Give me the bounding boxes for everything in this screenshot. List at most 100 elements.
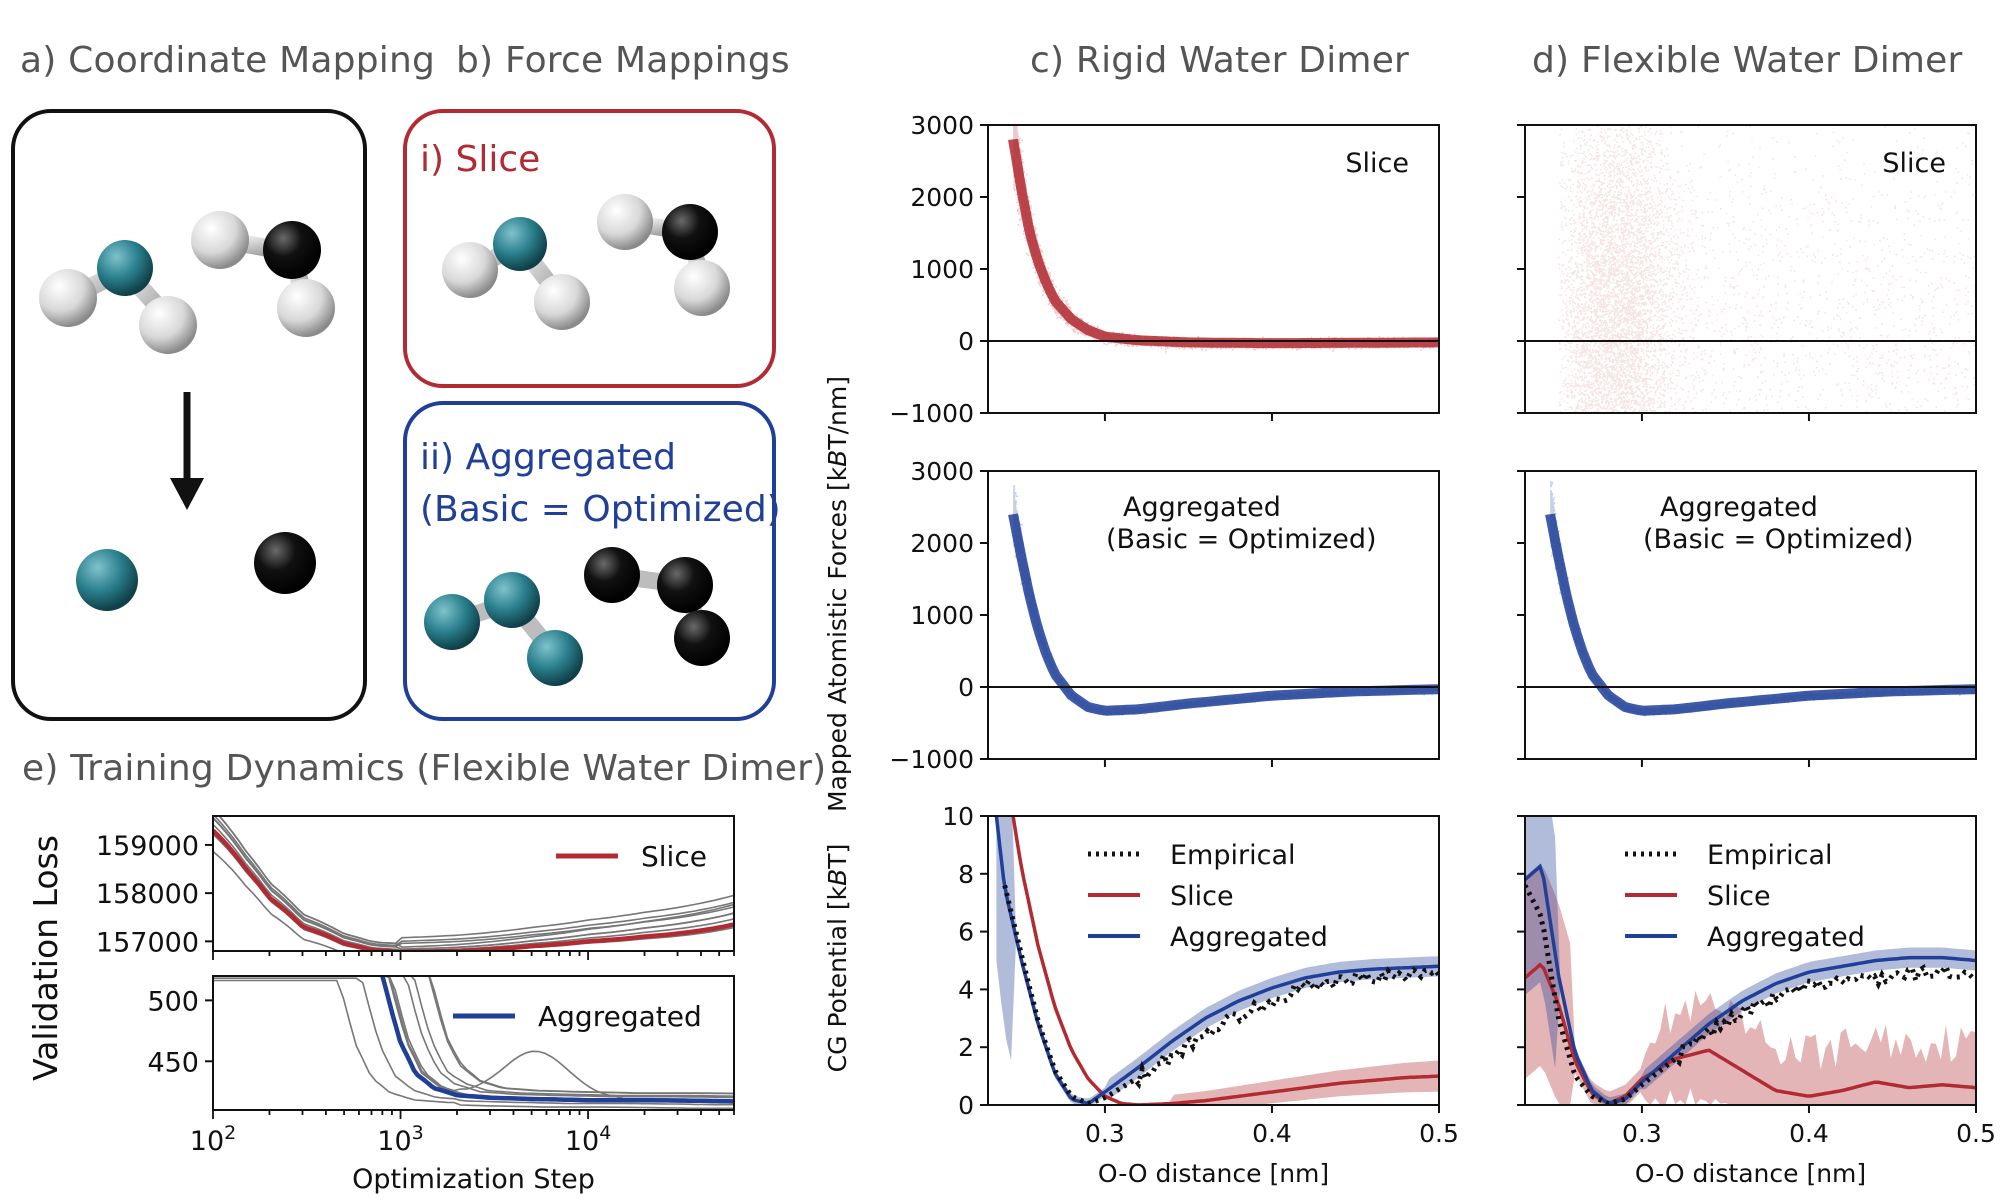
scatter-cloud-d-top [1558, 125, 1976, 413]
empirical-line-d-bot [1525, 884, 1976, 1105]
slice-line-c-bot [1011, 816, 1439, 1105]
training-run-grey-e-bottom [213, 977, 734, 1106]
xtick-label-e-bottom: 104 [565, 1122, 611, 1157]
aggregated-mapping-label-1: ii) Aggregated [420, 437, 677, 478]
axes-frame-c-bot [987, 815, 1440, 1106]
slice-uncertainty-band-d-bot [1525, 863, 1976, 1105]
training-run-grey-e-bottom [213, 976, 734, 1101]
panel-title-b: b) Force Mappings [456, 40, 790, 81]
annotation-d-top: Slice [1882, 148, 1946, 179]
xtick-label-d-bot: 0.4 [1789, 1119, 1829, 1148]
ytick-label-c-top: 1000 [910, 255, 974, 284]
slice-water-teal [442, 217, 590, 330]
panel-title-e: e) Training Dynamics (Flexible Water Dim… [22, 748, 827, 789]
aggregated-line-d-bot [1525, 863, 1976, 1105]
mapping-arrow [170, 392, 204, 510]
annotation-line2-d-mid: (Basic = Optimized) [1643, 524, 1914, 555]
ytick-label-c-top: −1000 [889, 399, 974, 428]
xtick-label-c-bot: 0.5 [1419, 1119, 1459, 1148]
training-run-grey-e-top [218, 816, 734, 948]
scatter-points-c-mid [1008, 485, 1439, 716]
training-curves-e-top [213, 816, 734, 951]
xlabel-c-bot: O-O distance [nm] [1098, 1159, 1329, 1188]
aggregated-line-c-bot [994, 816, 1439, 1105]
panel-title-c: c) Rigid Water Dimer [1030, 40, 1410, 81]
aggregated-mapping-box [403, 401, 776, 721]
axes-frame-e-bottom [212, 975, 735, 1111]
ytick-label-e-top: 158000 [96, 879, 199, 910]
training-run-grey-e-bottom [388, 976, 734, 1101]
ytick-label-e-top: 159000 [96, 831, 199, 862]
ytick-label-c-top: 0 [958, 327, 974, 356]
water-molecule-black-atomistic [191, 211, 335, 337]
xlabel-d-bot: O-O distance [nm] [1635, 1159, 1866, 1188]
cg-bead-teal [76, 549, 138, 611]
training-run-grey-e-bottom [213, 976, 734, 1102]
cg-bead-black [254, 532, 316, 594]
legend-label-aggregated-d-bot: Aggregated [1707, 922, 1865, 953]
potential-curves-d-bot [1525, 816, 1976, 1105]
ytick-label-c-bot: 10 [942, 802, 974, 831]
water-molecule-teal-atomistic [39, 240, 197, 354]
training-run-grey-e-bottom [402, 976, 734, 1099]
axes-frame-d-mid [1524, 470, 1977, 760]
ytick-label-e-bottom: 450 [147, 1047, 199, 1078]
aggregated-mapping-label-2: (Basic = Optimized) [420, 489, 781, 530]
training-curves-e-bottom [213, 976, 734, 1110]
xtick-label-d-bot: 0.5 [1956, 1119, 1996, 1148]
scatter-points-d-top [1558, 125, 1976, 413]
training-run-grey-e-bottom [428, 976, 734, 1095]
potential-curves-c-bot [994, 816, 1439, 1105]
ytick-label-c-mid: −1000 [889, 745, 974, 774]
ytick-label-e-bottom: 500 [147, 986, 199, 1017]
aggregated-water-teal [424, 572, 583, 686]
ylabel-mapped-forces: Mapped Atomistic Forces [kBT/nm] [823, 376, 852, 812]
ytick-label-c-mid: 0 [958, 673, 974, 702]
panel-title-a: a) Coordinate Mapping [20, 40, 436, 81]
ytick-label-e-top: 157000 [96, 927, 199, 958]
ytick-label-c-top: 2000 [910, 183, 974, 212]
legend-label-empirical-d-bot: Empirical [1707, 840, 1833, 871]
slice-mapping-box [403, 109, 776, 388]
training-run-grey-e-top [213, 816, 734, 947]
annotation-line2-c-mid: (Basic = Optimized) [1106, 524, 1377, 555]
aggregated-water-black [584, 547, 730, 666]
ytick-label-c-top: 3000 [910, 111, 974, 140]
legend-label-aggregated-c-bot: Aggregated [1170, 922, 1328, 953]
training-run-grey-e-bottom [410, 976, 734, 1097]
panel-title-d: d) Flexible Water Dimer [1532, 40, 1963, 81]
annotation-line1-c-mid: Aggregated [1123, 492, 1281, 523]
ytick-label-c-mid: 1000 [910, 601, 974, 630]
legend-label-slice-d-bot: Slice [1707, 881, 1771, 912]
xtick-label-e-bottom: 102 [190, 1122, 236, 1157]
xtick-label-e-bottom: 103 [377, 1122, 423, 1157]
ytick-label-c-bot: 0 [958, 1091, 974, 1120]
training-main-line-e-bottom [380, 976, 734, 1104]
training-run-grey-e-top [213, 817, 734, 951]
axes-frame-d-top [1524, 124, 1977, 414]
ylabel-validation-loss: Validation Loss [26, 835, 65, 1081]
axes-frame-c-mid [987, 470, 1440, 760]
ytick-label-c-bot: 2 [958, 1033, 974, 1062]
legend-label-e-bottom: Aggregated [538, 1000, 702, 1033]
slice-mapping-label: i) Slice [420, 139, 541, 180]
annotation-c-top: Slice [1345, 148, 1409, 179]
scatter-points-d-mid [1545, 481, 1976, 717]
coordinate-mapping-box [11, 109, 367, 721]
xtick-label-c-bot: 0.3 [1085, 1119, 1125, 1148]
scatter-core-d-mid [1545, 513, 1976, 716]
xtick-label-d-bot: 0.3 [1622, 1119, 1662, 1148]
xlabel-e-bottom: Optimization Step [352, 1164, 595, 1195]
axes-frame-e-top [212, 815, 735, 952]
axes-frame-c-top [987, 124, 1440, 414]
slice-uncertainty-band-c-bot [1013, 816, 1439, 1105]
ytick-label-c-mid: 3000 [910, 457, 974, 486]
slice-water-black [597, 194, 730, 316]
ytick-label-c-mid: 2000 [910, 529, 974, 558]
legend-label-slice-c-bot: Slice [1170, 881, 1234, 912]
ytick-label-c-bot: 6 [958, 918, 974, 947]
training-run-grey-e-top [218, 816, 734, 945]
scatter-core-c-mid [1008, 513, 1439, 716]
training-run-grey-e-top [213, 850, 734, 951]
